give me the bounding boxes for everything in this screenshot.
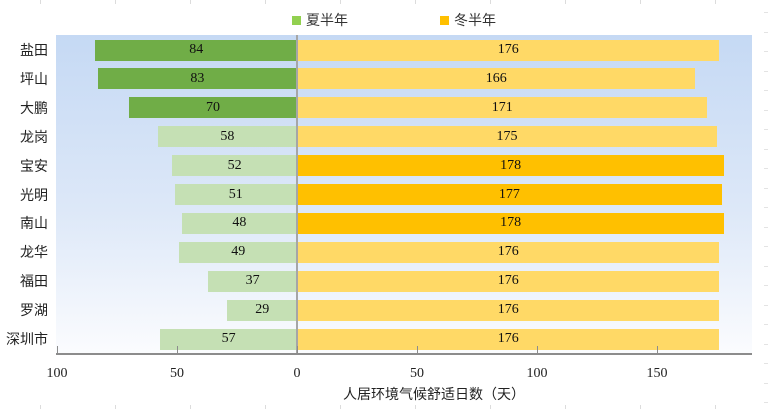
cell-boundary-mark: [764, 324, 768, 325]
bar-summer: 58: [157, 126, 297, 148]
bar-summer: 37: [208, 270, 297, 292]
legend-swatch-winter: [440, 15, 449, 25]
x-tick-label: 0: [293, 366, 301, 381]
x-tick-mark: [657, 346, 658, 353]
category-label: 南山: [20, 216, 48, 233]
bar-summer: 70: [129, 97, 297, 119]
cell-boundary-mark: [764, 129, 768, 130]
cell-boundary-mark: [565, 0, 566, 4]
cell-boundary-mark: [490, 405, 491, 409]
bar-summer: 48: [181, 212, 297, 234]
x-tick-label: 50: [170, 366, 184, 381]
cell-boundary-mark: [490, 0, 491, 4]
cell-boundary-mark: [190, 0, 191, 4]
cell-boundary-mark: [640, 0, 641, 4]
cell-boundary-mark: [340, 405, 341, 409]
cell-boundary-mark: [764, 148, 768, 150]
x-tick-mark: [177, 346, 178, 353]
cell-boundary-mark: [415, 0, 416, 4]
cell-boundary-mark: [415, 405, 416, 409]
x-tick-mark: [417, 346, 418, 353]
cell-boundary-mark: [764, 343, 768, 345]
cell-boundary-mark: [265, 405, 266, 409]
bar-winter: 176: [297, 241, 720, 263]
x-axis-line: [56, 353, 752, 355]
cell-boundary-mark: [764, 109, 768, 111]
bar-winter: 176: [297, 328, 720, 350]
cell-boundary-mark: [715, 0, 716, 4]
cell-boundary-mark: [40, 0, 41, 4]
bar-winter: 178: [297, 212, 725, 234]
cell-boundary-mark: [764, 285, 768, 286]
cell-boundary-mark: [764, 207, 768, 208]
cell-boundary-mark: [40, 405, 41, 409]
cell-boundary-mark: [115, 405, 116, 409]
cell-boundary-mark: [764, 168, 768, 169]
category-label: 深圳市: [6, 332, 48, 348]
cell-boundary-mark: [764, 246, 768, 247]
x-tick-label: 150: [646, 366, 668, 381]
category-label: 福田: [20, 274, 48, 291]
x-axis-title: 人居环境气候舒适日数（天）: [343, 387, 525, 403]
category-label: 光明: [20, 187, 48, 204]
cell-boundary-mark: [190, 405, 191, 409]
category-label: 罗湖: [20, 303, 48, 320]
bar-winter: 175: [297, 126, 717, 148]
x-tick-label: 50: [410, 366, 424, 381]
x-tick-label: 100: [46, 366, 68, 381]
cell-boundary-mark: [764, 187, 768, 189]
bar-winter: 166: [297, 68, 696, 90]
category-label: 盐田: [20, 43, 48, 59]
cell-boundary-mark: [764, 31, 768, 33]
bar-summer: 49: [179, 241, 297, 263]
x-tick-mark: [297, 346, 298, 353]
x-tick-mark: [57, 346, 58, 353]
cell-boundary-mark: [764, 265, 768, 267]
legend-item-summer: 夏半年: [292, 10, 348, 30]
bar-winter: 177: [297, 184, 722, 205]
legend-item-winter: 冬半年: [440, 10, 496, 30]
bar-summer: 29: [227, 299, 297, 321]
legend-swatch-summer: [292, 15, 301, 25]
zero-axis-line: [296, 35, 298, 354]
category-label: 龙岗: [20, 129, 48, 146]
x-tick-label: 100: [526, 366, 548, 381]
bar-winter: 176: [297, 299, 720, 321]
legend-label-winter: 冬半年: [454, 13, 496, 29]
cell-boundary-mark: [764, 226, 768, 228]
bar-summer: 57: [160, 328, 297, 350]
cell-boundary-mark: [764, 51, 768, 52]
cell-boundary-mark: [565, 405, 566, 409]
cell-boundary-mark: [715, 405, 716, 409]
cell-boundary-mark: [764, 90, 768, 91]
cell-boundary-mark: [340, 0, 341, 4]
cell-boundary-mark: [764, 70, 768, 72]
cell-boundary-mark: [115, 0, 116, 4]
category-label: 大鹏: [20, 100, 48, 117]
bar-summer: 83: [97, 68, 297, 90]
category-label: 宝安: [20, 158, 48, 175]
bar-winter: 176: [297, 39, 720, 61]
category-label: 龙华: [20, 245, 48, 262]
cell-boundary-mark: [764, 382, 768, 384]
bar-summer: 52: [172, 155, 297, 177]
bar-summer: 51: [174, 184, 297, 205]
cell-boundary-mark: [640, 405, 641, 409]
chart-legend: 夏半年 冬半年: [0, 10, 768, 30]
bar-winter: 178: [297, 155, 725, 177]
cell-boundary-mark: [764, 12, 768, 13]
cell-boundary-mark: [764, 304, 768, 306]
bar-winter: 176: [297, 270, 720, 292]
legend-label-summer: 夏半年: [306, 13, 348, 29]
category-label: 坪山: [20, 71, 48, 88]
bar-winter: 171: [297, 97, 708, 119]
cell-boundary-mark: [265, 0, 266, 4]
cell-boundary-mark: [764, 402, 768, 403]
cell-boundary-mark: [764, 363, 768, 364]
x-tick-mark: [537, 346, 538, 353]
bar-summer: 84: [95, 39, 297, 61]
